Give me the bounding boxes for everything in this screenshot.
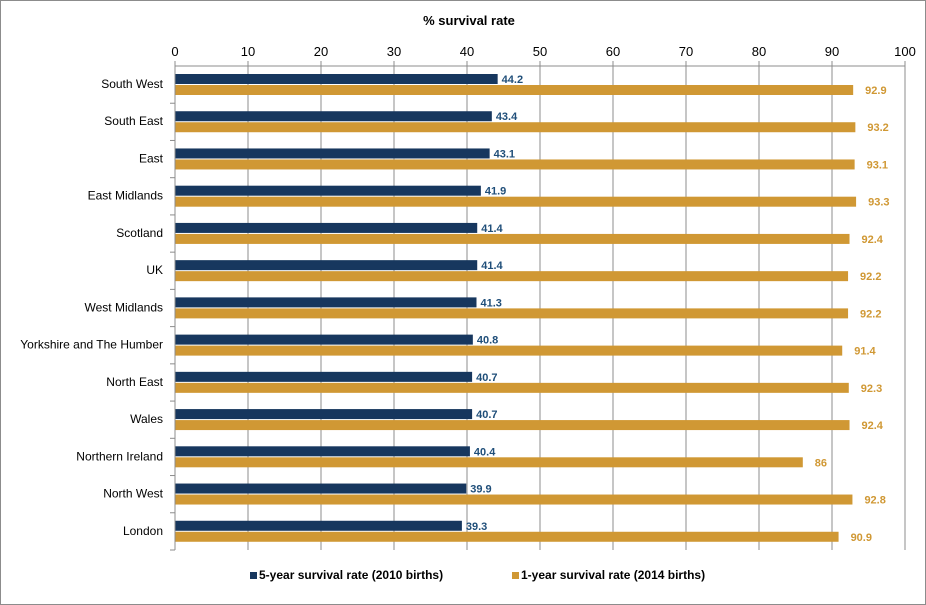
bar-5-year (175, 148, 490, 159)
category-label: South East (104, 114, 163, 128)
legend-swatch-5-year (250, 572, 257, 579)
x-tick-label: 80 (752, 44, 766, 59)
data-label-5-year: 41.4 (481, 223, 503, 235)
bar-1-year (175, 345, 843, 356)
data-label-1-year: 92.3 (861, 383, 882, 395)
bar-5-year (175, 334, 473, 345)
category-label: Wales (130, 412, 163, 426)
x-tick-label: 100 (894, 44, 916, 59)
bar-1-year (175, 457, 803, 468)
data-label-1-year: 93.2 (867, 122, 888, 134)
data-label-5-year: 41.3 (480, 297, 501, 309)
bar-1-year (175, 308, 849, 319)
data-label-5-year: 40.7 (476, 409, 497, 421)
bar-1-year (175, 159, 855, 170)
data-label-5-year: 40.4 (474, 446, 496, 458)
x-axis-title: % survival rate (423, 13, 515, 28)
bar-5-year (175, 371, 473, 382)
x-tick-label: 50 (533, 44, 547, 59)
bar-1-year (175, 420, 850, 431)
x-tick-label: 30 (387, 44, 401, 59)
category-label: Northern Ireland (76, 449, 163, 463)
data-label-5-year: 41.9 (485, 186, 506, 198)
category-label: North East (106, 375, 163, 389)
bar-5-year (175, 222, 478, 233)
data-label-1-year: 92.9 (865, 85, 886, 97)
data-label-1-year: 92.4 (862, 420, 884, 432)
data-label-1-year: 92.2 (860, 308, 881, 320)
bar-1-year (175, 271, 849, 282)
legend-label-1-year: 1-year survival rate (2014 births) (521, 568, 705, 582)
bar-5-year (175, 409, 473, 420)
category-label: North West (103, 487, 163, 501)
data-label-1-year: 92.2 (860, 271, 881, 283)
data-label-1-year: 90.9 (851, 532, 872, 544)
data-label-1-year: 93.3 (868, 197, 889, 209)
gridlines (247, 66, 906, 550)
legend: 5-year survival rate (2010 births) 1-year… (250, 568, 705, 582)
bar-5-year (175, 111, 492, 122)
bar-5-year (175, 520, 462, 531)
x-tick-label: 40 (460, 44, 474, 59)
bar-5-year (175, 185, 481, 196)
data-label-1-year: 93.1 (867, 159, 888, 171)
data-label-5-year: 39.3 (466, 521, 487, 533)
data-label-5-year: 44.2 (502, 74, 523, 86)
category-label: UK (146, 263, 163, 277)
category-label: East Midlands (88, 189, 163, 203)
data-label-5-year: 43.1 (494, 148, 515, 160)
data-label-5-year: 40.8 (477, 335, 498, 347)
x-tick-label: 60 (606, 44, 620, 59)
bar-1-year (175, 494, 853, 505)
bar-5-year (175, 74, 498, 84)
bar-5-year (175, 483, 467, 494)
bar-5-year (175, 446, 470, 457)
data-label-1-year: 92.8 (864, 495, 885, 507)
bar-1-year (175, 85, 854, 95)
bar-1-year (175, 233, 850, 244)
data-label-5-year: 41.4 (481, 260, 503, 272)
bar-1-year (175, 531, 839, 542)
x-tick-label: 90 (825, 44, 839, 59)
x-tick-label: 20 (314, 44, 328, 59)
x-tick-label: 0 (171, 44, 178, 59)
data-labels: 44.2 92.9 43.4 93.2 43.1 93.1 41.9 93.3 41.4 92.4… (466, 74, 890, 544)
data-label-1-year: 91.4 (854, 346, 876, 358)
data-label-1-year: 86 (815, 457, 827, 469)
data-label-5-year: 40.7 (476, 372, 497, 384)
bars (175, 74, 857, 542)
category-label: West Midlands (85, 300, 163, 314)
category-label: Scotland (116, 226, 163, 240)
bar-5-year (175, 260, 478, 271)
legend-label-5-year: 5-year survival rate (2010 births) (259, 568, 443, 582)
category-label: London (123, 524, 163, 538)
category-label: South West (101, 77, 163, 91)
x-tick-label: 10 (241, 44, 255, 59)
bar-1-year (175, 382, 849, 393)
bar-1-year (175, 122, 856, 133)
bar-5-year (175, 297, 477, 308)
category-label: East (139, 151, 164, 165)
data-label-1-year: 92.4 (862, 234, 884, 246)
y-axis-categories: South West South East East East Midlands Sco… (20, 77, 163, 538)
axes (170, 65, 905, 551)
x-axis-ticks: 0 10 20 30 40 50 60 70 80 90 100 (171, 44, 916, 66)
category-label: Yorkshire and The Humber (20, 338, 163, 352)
bar-1-year (175, 196, 857, 207)
data-label-5-year: 39.9 (470, 484, 491, 496)
legend-swatch-1-year (512, 572, 519, 579)
data-label-5-year: 43.4 (496, 111, 518, 123)
x-tick-label: 70 (679, 44, 693, 59)
